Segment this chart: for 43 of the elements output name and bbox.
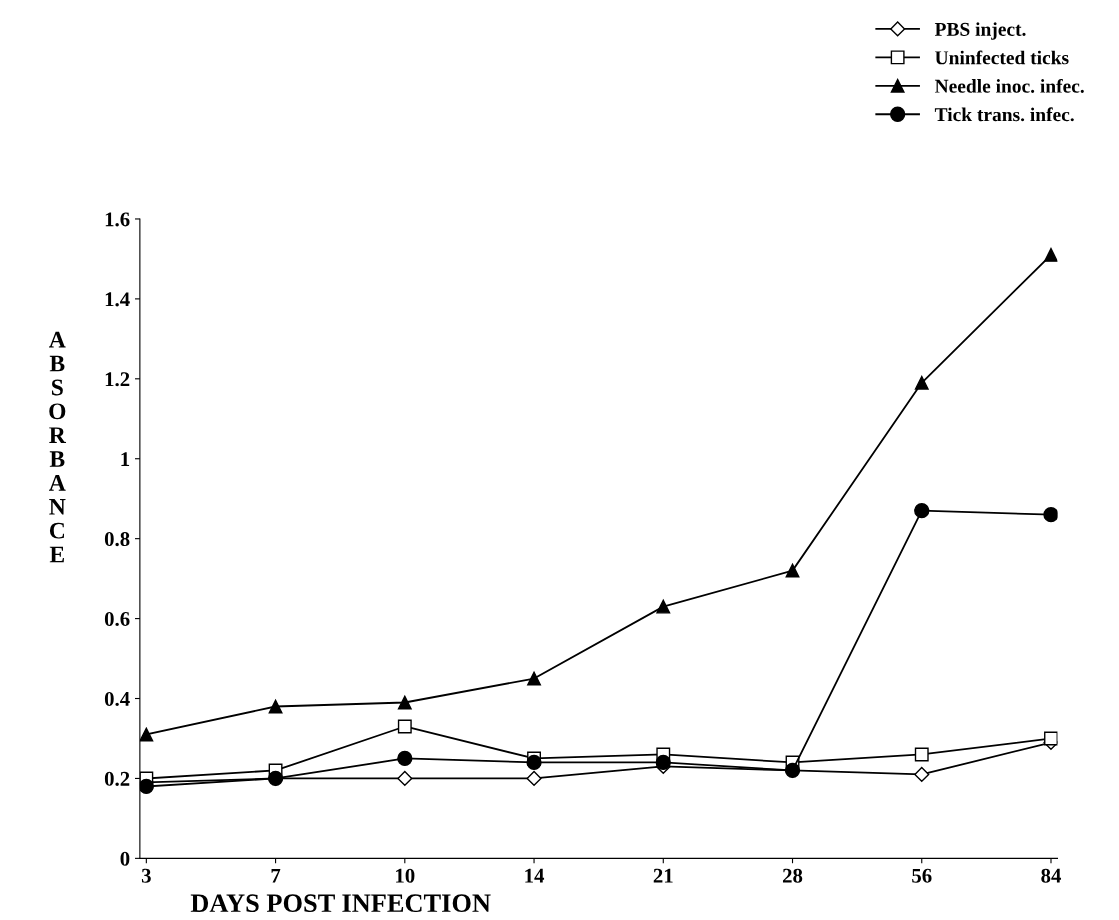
point	[397, 750, 413, 767]
point	[527, 671, 541, 686]
y-tick-label: 1	[121, 452, 130, 466]
y-tick-label: 1.2	[105, 372, 130, 387]
text: ABSORBANCE	[49, 331, 67, 563]
point	[914, 766, 930, 783]
x-tick-label: 28	[782, 868, 803, 883]
x-tick-label: 56	[912, 868, 932, 883]
x-tick-label: 21	[653, 868, 673, 883]
point	[785, 563, 800, 578]
legend-label: PBS inject.	[934, 22, 1026, 40]
legend-label: Tick trans. infec.	[934, 107, 1074, 122]
point	[914, 375, 929, 390]
point	[1044, 247, 1058, 262]
point	[526, 770, 542, 787]
point	[397, 770, 413, 787]
point	[397, 695, 412, 710]
y-tick-label: 0.8	[104, 532, 130, 547]
point	[397, 719, 412, 734]
point	[526, 754, 542, 771]
x-tick-label: 84	[1041, 868, 1062, 883]
point	[139, 778, 154, 795]
y-tick-label: 0	[120, 851, 130, 866]
y-tick-label: 0.6	[104, 611, 130, 627]
y-tick-label: 1.4	[105, 292, 130, 307]
point	[914, 747, 929, 762]
x-tick-label: 10	[396, 868, 415, 883]
y-tick-label: 0.4	[104, 691, 130, 707]
point	[656, 599, 671, 614]
point	[1043, 507, 1058, 523]
point	[268, 699, 283, 714]
y-tick-label: 0.2	[104, 771, 130, 786]
x-tick-label: 14	[525, 868, 545, 883]
y-tick-label: 1.6	[105, 212, 130, 227]
point	[139, 727, 154, 742]
point	[1044, 731, 1058, 746]
x-axis-title: DAYS POST INFECTION	[190, 894, 491, 913]
point	[655, 754, 671, 771]
point	[914, 503, 930, 519]
legend-label: Needle inoc. infec.	[934, 78, 1084, 93]
x-tick-label: 7	[271, 868, 281, 883]
x-tick-label: 3	[141, 868, 151, 883]
legend-label: Uninfected ticks	[935, 50, 1069, 65]
